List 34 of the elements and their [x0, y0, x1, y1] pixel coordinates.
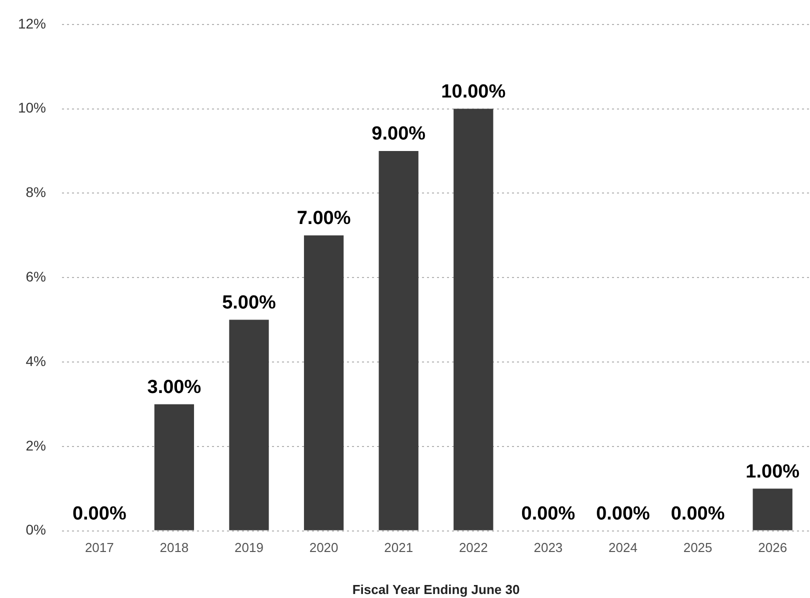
x-tick-label: 2021 [384, 540, 414, 556]
y-tick-label: 12% [18, 15, 46, 32]
x-tick-label: 2023 [534, 540, 563, 556]
y-tick-label: 6% [26, 268, 46, 284]
y-tick-label: 4% [26, 352, 46, 369]
x-tick-label: 2019 [234, 540, 264, 556]
data-label: 0.00% [596, 504, 650, 525]
bar [378, 151, 418, 530]
data-label: 10.00% [441, 82, 506, 103]
x-axis-title: Fiscal Year Ending June 30 [352, 582, 520, 597]
data-label: 0.00% [72, 504, 126, 525]
bar [154, 404, 194, 530]
x-tick-label: 2018 [160, 540, 189, 556]
x-tick-label: 2025 [683, 540, 712, 556]
data-label: 9.00% [372, 124, 426, 145]
data-label: 3.00% [147, 376, 202, 398]
bar [229, 320, 269, 530]
bar [304, 235, 344, 530]
x-tick-label: 2020 [309, 540, 338, 556]
x-tick-label: 2022 [458, 540, 488, 556]
data-label: 1.00% [746, 461, 800, 482]
data-label: 0.00% [670, 504, 725, 525]
bar [454, 108, 494, 530]
x-tick-label: 2017 [84, 540, 114, 556]
y-tick-label: 8% [26, 184, 46, 200]
x-tick-label: 2024 [608, 540, 638, 556]
data-label: 5.00% [222, 292, 276, 314]
y-tick-label: 2% [26, 437, 46, 454]
data-label: 0.00% [521, 504, 576, 525]
y-tick-label: 10% [18, 100, 46, 116]
data-label: 7.00% [296, 208, 351, 230]
y-tick-label: 0% [26, 522, 46, 538]
bar [752, 488, 792, 530]
x-tick-label: 2026 [758, 540, 788, 556]
